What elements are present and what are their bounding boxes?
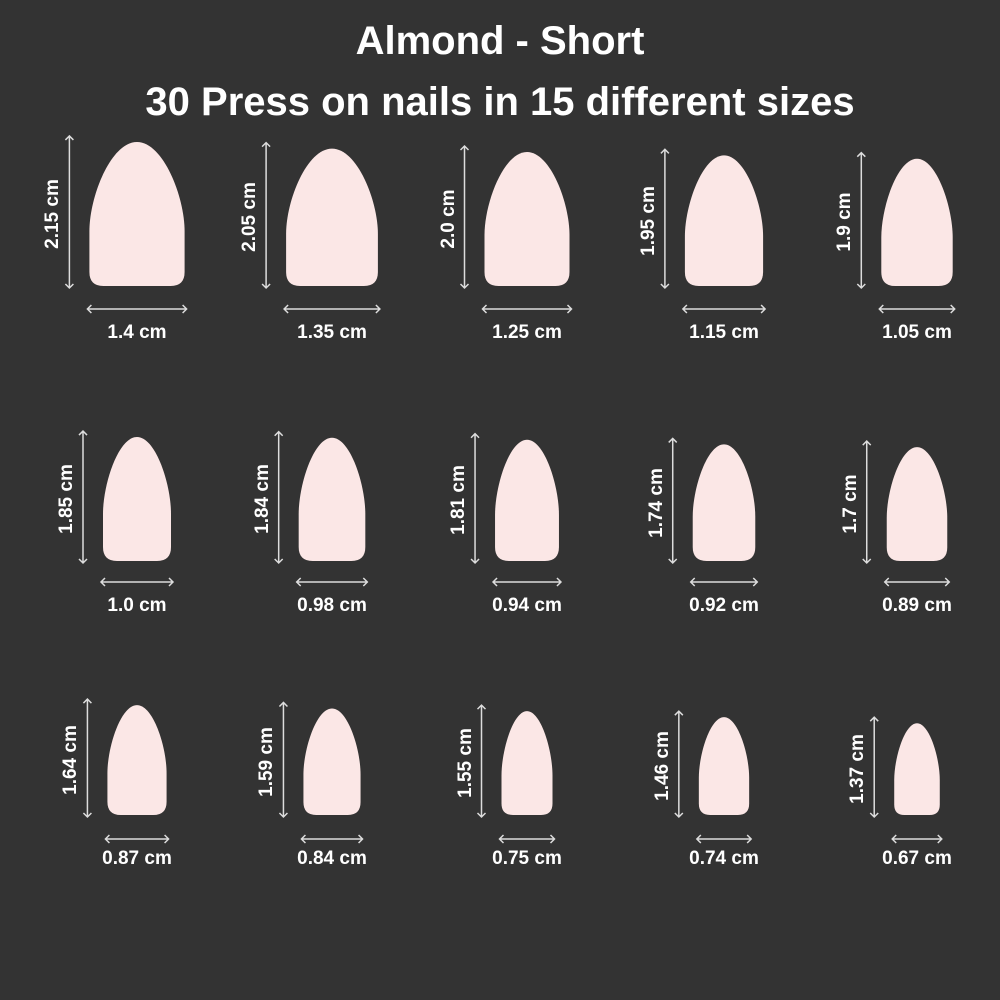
nail-shape [484, 152, 570, 286]
nail-width-label: 1.15 cm [689, 322, 759, 343]
nail-width-label: 0.84 cm [297, 848, 367, 869]
nail-width-label: 1.0 cm [107, 595, 167, 616]
nail-width-label: 0.92 cm [689, 595, 759, 616]
nail-shape [894, 723, 940, 815]
nail-width-label: 1.35 cm [297, 322, 367, 343]
nail-length-label: 1.37 cm [847, 734, 869, 804]
width-arrow [689, 577, 759, 587]
length-arrow [470, 432, 480, 565]
nail-width-label: 0.98 cm [297, 595, 367, 616]
nail-shape [107, 705, 167, 815]
nail-shape [286, 148, 378, 286]
nail-width-label: 0.94 cm [492, 595, 562, 616]
width-arrow [99, 577, 175, 587]
nail-width-label: 0.89 cm [882, 595, 952, 616]
length-arrow [674, 710, 684, 819]
width-arrow [104, 834, 170, 844]
length-arrow [476, 704, 487, 819]
nail-width-label: 1.25 cm [492, 322, 562, 343]
length-arrow [278, 701, 288, 819]
width-arrow [498, 834, 556, 844]
page-title: Almond - Short [355, 19, 645, 63]
length-arrow [78, 429, 88, 565]
nail-width-label: 0.67 cm [882, 848, 952, 869]
length-arrow [261, 141, 271, 290]
nail-width-label: 0.74 cm [689, 848, 759, 869]
nail-shape [698, 717, 750, 815]
width-arrow [283, 304, 381, 314]
length-arrow [82, 698, 92, 819]
nail-shape [886, 447, 948, 561]
width-arrow [295, 577, 369, 587]
nail-shape [684, 155, 764, 286]
width-arrow [891, 834, 943, 844]
length-arrow [459, 144, 470, 290]
nail-shape [298, 437, 366, 561]
nail-shape [103, 437, 171, 561]
length-arrow [660, 148, 670, 290]
nail-width-label: 0.87 cm [102, 848, 172, 869]
length-arrow [856, 151, 866, 290]
nail-shape [89, 141, 185, 286]
page-subtitle: 30 Press on nails in 15 different sizes [145, 80, 855, 124]
width-arrow [883, 577, 951, 587]
width-arrow [695, 834, 753, 844]
length-arrow [64, 134, 74, 290]
width-arrow [681, 304, 767, 314]
nail-shape [881, 158, 953, 286]
nail-width-label: 0.75 cm [492, 848, 562, 869]
nail-shape [692, 444, 756, 561]
width-arrow [300, 834, 364, 844]
length-arrow [274, 430, 284, 565]
width-arrow [878, 304, 956, 314]
length-arrow [862, 440, 872, 565]
length-arrow [668, 437, 678, 565]
nail-shape [495, 439, 559, 561]
length-arrow [869, 716, 879, 819]
nail-width-label: 1.4 cm [107, 322, 167, 343]
width-arrow [491, 577, 563, 587]
nail-shape [501, 711, 553, 815]
width-arrow [481, 304, 573, 314]
width-arrow [86, 304, 188, 314]
nail-width-label: 1.05 cm [882, 322, 952, 343]
nail-shape [303, 708, 361, 815]
